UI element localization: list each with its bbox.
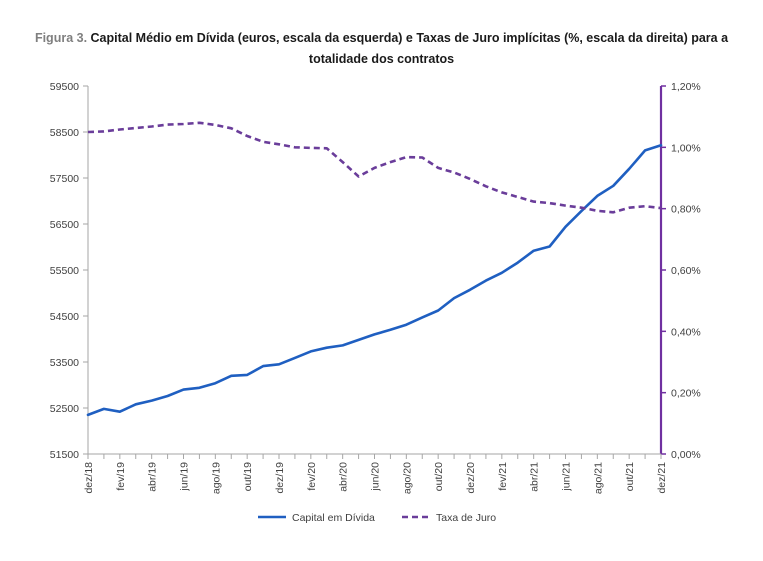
right-y-tick-label: 0,00%	[671, 449, 701, 461]
x-tick-label: out/19	[242, 462, 254, 491]
x-tick-label: dez/21	[656, 462, 668, 494]
x-tick-label: jun/20	[370, 462, 382, 492]
x-tick-label: ago/20	[401, 462, 413, 494]
x-tick-label: dez/20	[465, 462, 477, 494]
left-y-tick-label: 52500	[50, 403, 79, 415]
figure-label: Figura 3.	[34, 31, 88, 45]
x-tick-label: jun/21	[561, 462, 573, 492]
x-tick-label: fev/19	[115, 462, 127, 491]
right-y-tick-label: 1,20%	[671, 81, 701, 93]
figure-title-text: Capital Médio em Dívida (euros, escala d…	[90, 31, 729, 66]
x-tick-label: ago/19	[210, 462, 222, 494]
legend-label: Taxa de Juro	[436, 512, 496, 524]
legend-label: Capital em Dívida	[292, 512, 375, 524]
x-tick-label: out/20	[433, 462, 445, 491]
chart-title: Figura 3. Capital Médio em Dívida (euros…	[20, 28, 743, 70]
left-y-tick-label: 51500	[50, 449, 79, 461]
left-y-tick-label: 59500	[50, 81, 79, 93]
axes-group: 51500 52500 53500 54500 55500 56500 57500 58500…	[50, 81, 701, 494]
x-tick-label: fev/21	[497, 462, 509, 491]
left-y-tick-label: 54500	[50, 311, 79, 323]
left-y-tick-label: 53500	[50, 357, 79, 369]
legend: Capital em Dívida Taxa de Juro	[258, 512, 496, 524]
legend-item-taxa-de-juro: Taxa de Juro	[402, 512, 496, 524]
x-tick-label: abr/19	[147, 462, 159, 492]
x-tick-label: dez/18	[83, 462, 95, 494]
x-tick-label: ago/21	[592, 462, 604, 494]
left-y-tick-label: 55500	[50, 265, 79, 277]
right-y-tick-label: 0,80%	[671, 204, 701, 216]
x-tick-label: dez/19	[274, 462, 286, 494]
series-line-capital-em-divida	[86, 144, 663, 417]
left-y-tick-label: 57500	[50, 173, 79, 185]
series-group	[86, 121, 663, 417]
left-y-tick-label: 58500	[50, 127, 79, 139]
right-y-tick-label: 0,40%	[671, 326, 701, 338]
x-tick-label: abr/20	[338, 462, 350, 492]
series-line-taxa-de-juro	[87, 121, 662, 214]
right-y-tick-label: 1,00%	[671, 142, 701, 154]
x-tick-label: out/21	[624, 462, 636, 491]
left-y-tick-label: 56500	[50, 219, 79, 231]
right-y-tick-label: 0,20%	[671, 388, 701, 400]
legend-item-capital-em-divida: Capital em Dívida	[258, 512, 375, 524]
right-y-tick-label: 0,60%	[671, 265, 701, 277]
x-tick-label: jun/19	[179, 462, 191, 492]
x-tick-label: fev/20	[306, 462, 318, 491]
x-tick-label: abr/21	[529, 462, 541, 492]
